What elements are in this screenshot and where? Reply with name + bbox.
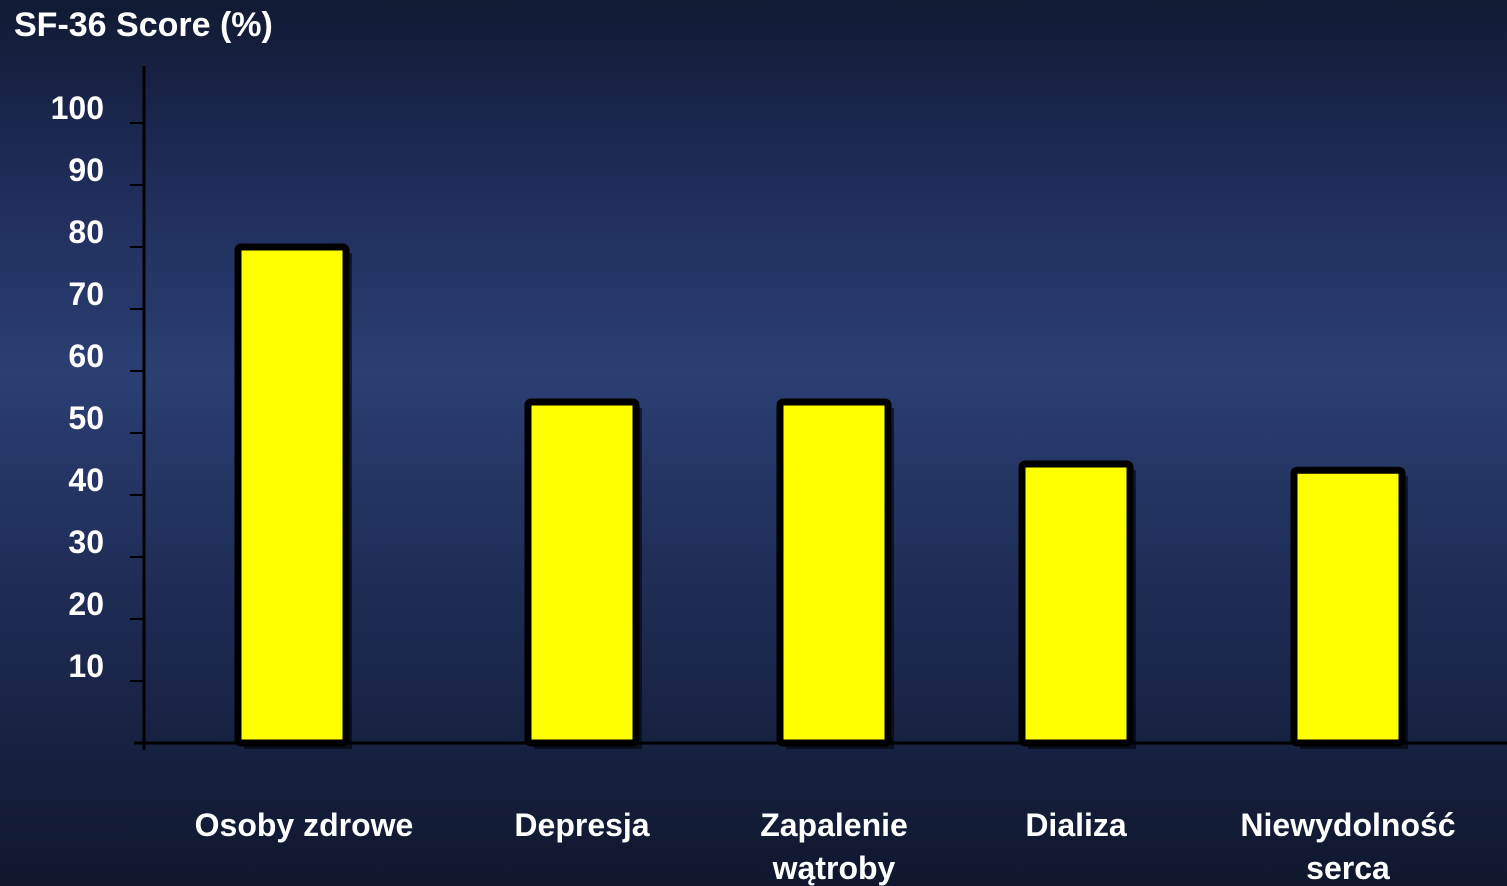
y-tick-label: 30 xyxy=(68,524,104,560)
x-category-label: Depresja xyxy=(514,807,649,843)
y-tick-label: 20 xyxy=(68,586,104,622)
y-tick-label: 70 xyxy=(68,276,104,312)
x-category-label: Zapalenie wątroby xyxy=(760,807,908,886)
y-tick-label: 80 xyxy=(68,214,104,250)
bar xyxy=(1018,460,1134,747)
bar xyxy=(1290,466,1406,747)
x-category-label-line: Osoby zdrowe xyxy=(195,807,414,843)
category-labels: Osoby zdrowe Depresja Zapalenie wątroby Dial… xyxy=(195,807,1456,886)
x-category-label: Osoby zdrowe xyxy=(195,807,414,843)
bar xyxy=(776,398,892,747)
y-axis-title: SF-36 Score (%) xyxy=(14,6,273,44)
y-tick-label: 10 xyxy=(68,648,104,684)
bar xyxy=(234,243,350,747)
x-category-label: Dializa xyxy=(1025,807,1127,843)
x-category-label-line: Zapalenie xyxy=(760,807,908,843)
x-category-label-line: Dializa xyxy=(1025,807,1127,843)
y-tick-label: 90 xyxy=(68,152,104,188)
x-category-label-line: serca xyxy=(1306,850,1390,886)
x-category-label: Niewydolność serca xyxy=(1240,807,1455,886)
x-category-label-line: Depresja xyxy=(514,807,649,843)
y-tick-label: 50 xyxy=(68,400,104,436)
y-tick-label: 40 xyxy=(68,462,104,498)
bar xyxy=(524,398,640,747)
x-category-label-line: wątroby xyxy=(772,850,896,886)
bars xyxy=(234,243,1408,749)
y-axis-ticks: 10 20 30 40 50 60 70 80 90 100 xyxy=(51,90,144,684)
x-category-label-line: Niewydolność xyxy=(1240,807,1455,843)
y-tick-label: 100 xyxy=(51,90,104,126)
y-tick-label: 60 xyxy=(68,338,104,374)
